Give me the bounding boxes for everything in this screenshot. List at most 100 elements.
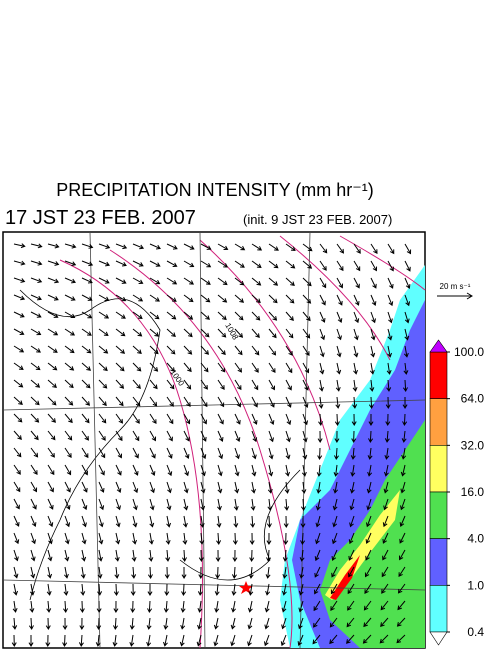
wind-arrow	[146, 634, 152, 647]
wind-arrow	[12, 617, 18, 630]
wind-arrow	[13, 328, 25, 335]
wind-arrow	[149, 430, 157, 442]
wind-arrow	[263, 634, 270, 647]
wind-arrow	[113, 583, 119, 596]
wind-arrow	[268, 464, 274, 477]
wind-arrow	[268, 294, 278, 304]
wind-arrow	[166, 277, 178, 285]
wind-arrow	[64, 532, 70, 545]
wind-arrow	[64, 362, 75, 371]
wind-arrow	[200, 362, 209, 373]
wind-arrow	[115, 396, 124, 407]
wind-arrow	[234, 362, 242, 373]
wind-arrow	[319, 379, 324, 392]
wind-arrow	[217, 362, 226, 373]
wind-arrow	[331, 549, 338, 561]
wind-arrow	[200, 447, 207, 460]
wind-arrow	[347, 600, 355, 611]
wind-arrow	[30, 243, 43, 249]
wind-arrow	[268, 311, 278, 321]
wind-arrow	[30, 260, 43, 266]
wind-arrow	[382, 532, 389, 544]
wind-arrow	[13, 294, 26, 301]
wind-arrow	[362, 634, 372, 644]
valid-time: 17 JST 23 FEB. 2007	[5, 207, 196, 229]
wind-arrow	[383, 481, 389, 494]
wind-arrow	[149, 447, 156, 459]
wind-arrow	[268, 345, 277, 356]
wind-arrow	[247, 634, 253, 647]
wind-arrow	[217, 396, 225, 408]
wind-arrow	[302, 328, 311, 339]
wind-arrow	[115, 430, 123, 442]
wind-arrow	[47, 345, 58, 353]
wind-arrow	[30, 430, 39, 441]
wind-arrow	[282, 566, 288, 579]
wind-arrow	[182, 549, 187, 562]
wind-arrow	[198, 566, 204, 579]
wind-arrow	[13, 277, 26, 283]
wind-arrow	[166, 464, 173, 477]
wind-arrow	[298, 617, 304, 630]
wind-arrow	[268, 328, 277, 339]
wind-arrow	[234, 379, 242, 391]
wind-arrow	[213, 634, 219, 647]
colorbar-label: 16.0	[461, 485, 485, 499]
wind-arrow	[329, 634, 338, 645]
wind-arrow	[370, 260, 378, 272]
wind-arrow	[302, 379, 309, 391]
wind-arrow	[215, 566, 221, 579]
wind-arrow	[115, 294, 127, 302]
wind-arrow	[115, 464, 122, 476]
wind-arrow	[285, 464, 291, 477]
wind-arrow	[217, 481, 223, 494]
wind-arrow	[30, 464, 38, 476]
wind-arrow	[62, 617, 68, 630]
wind-arrow	[183, 481, 189, 494]
wind-arrow	[114, 549, 120, 562]
colorbar-band	[429, 538, 448, 586]
wind-arrow	[115, 515, 121, 528]
wind-arrow	[234, 396, 241, 408]
wind-arrow	[30, 413, 40, 423]
wind-arrow	[404, 243, 412, 255]
wind-arrow	[200, 328, 210, 338]
wind-arrow	[248, 566, 254, 579]
wind-arrow	[97, 566, 103, 579]
wind-arrow	[166, 515, 172, 528]
wind-arrow	[350, 464, 356, 477]
wind-arrow	[353, 294, 360, 306]
wind-arrow	[349, 515, 355, 528]
wind-arrow	[166, 379, 175, 390]
wind-arrow	[64, 243, 77, 249]
wind-arrow	[98, 379, 108, 389]
wind-arrow	[81, 396, 91, 406]
wind-arrow	[166, 311, 177, 320]
wind-arrow	[98, 260, 111, 267]
wind-arrow	[115, 532, 121, 545]
wind-arrow	[332, 498, 338, 511]
wind-arrow	[182, 515, 188, 528]
wind-arrow	[316, 464, 322, 477]
wind-arrow	[30, 277, 43, 284]
wind-arrow	[64, 260, 77, 267]
wind-arrow	[131, 566, 137, 579]
wind-arrow	[298, 583, 304, 596]
wind-arrow	[13, 413, 23, 423]
wind-arrow	[312, 634, 321, 645]
wind-arrow	[404, 260, 411, 272]
colorbar-label: 32.0	[461, 438, 485, 452]
wind-arrow	[64, 413, 73, 424]
wind-arrow	[29, 583, 35, 596]
wind-arrow	[368, 413, 374, 426]
wind-arrow	[149, 243, 161, 250]
wind-arrow	[368, 430, 374, 443]
wind-arrow	[81, 549, 87, 562]
wind-arrow	[387, 260, 394, 272]
wind-arrow	[285, 328, 294, 339]
wind-arrow	[47, 447, 55, 458]
wind-arrow	[217, 243, 229, 251]
wind-arrow	[283, 515, 289, 528]
wind-arrow	[386, 362, 392, 375]
wind-arrow	[166, 294, 177, 302]
